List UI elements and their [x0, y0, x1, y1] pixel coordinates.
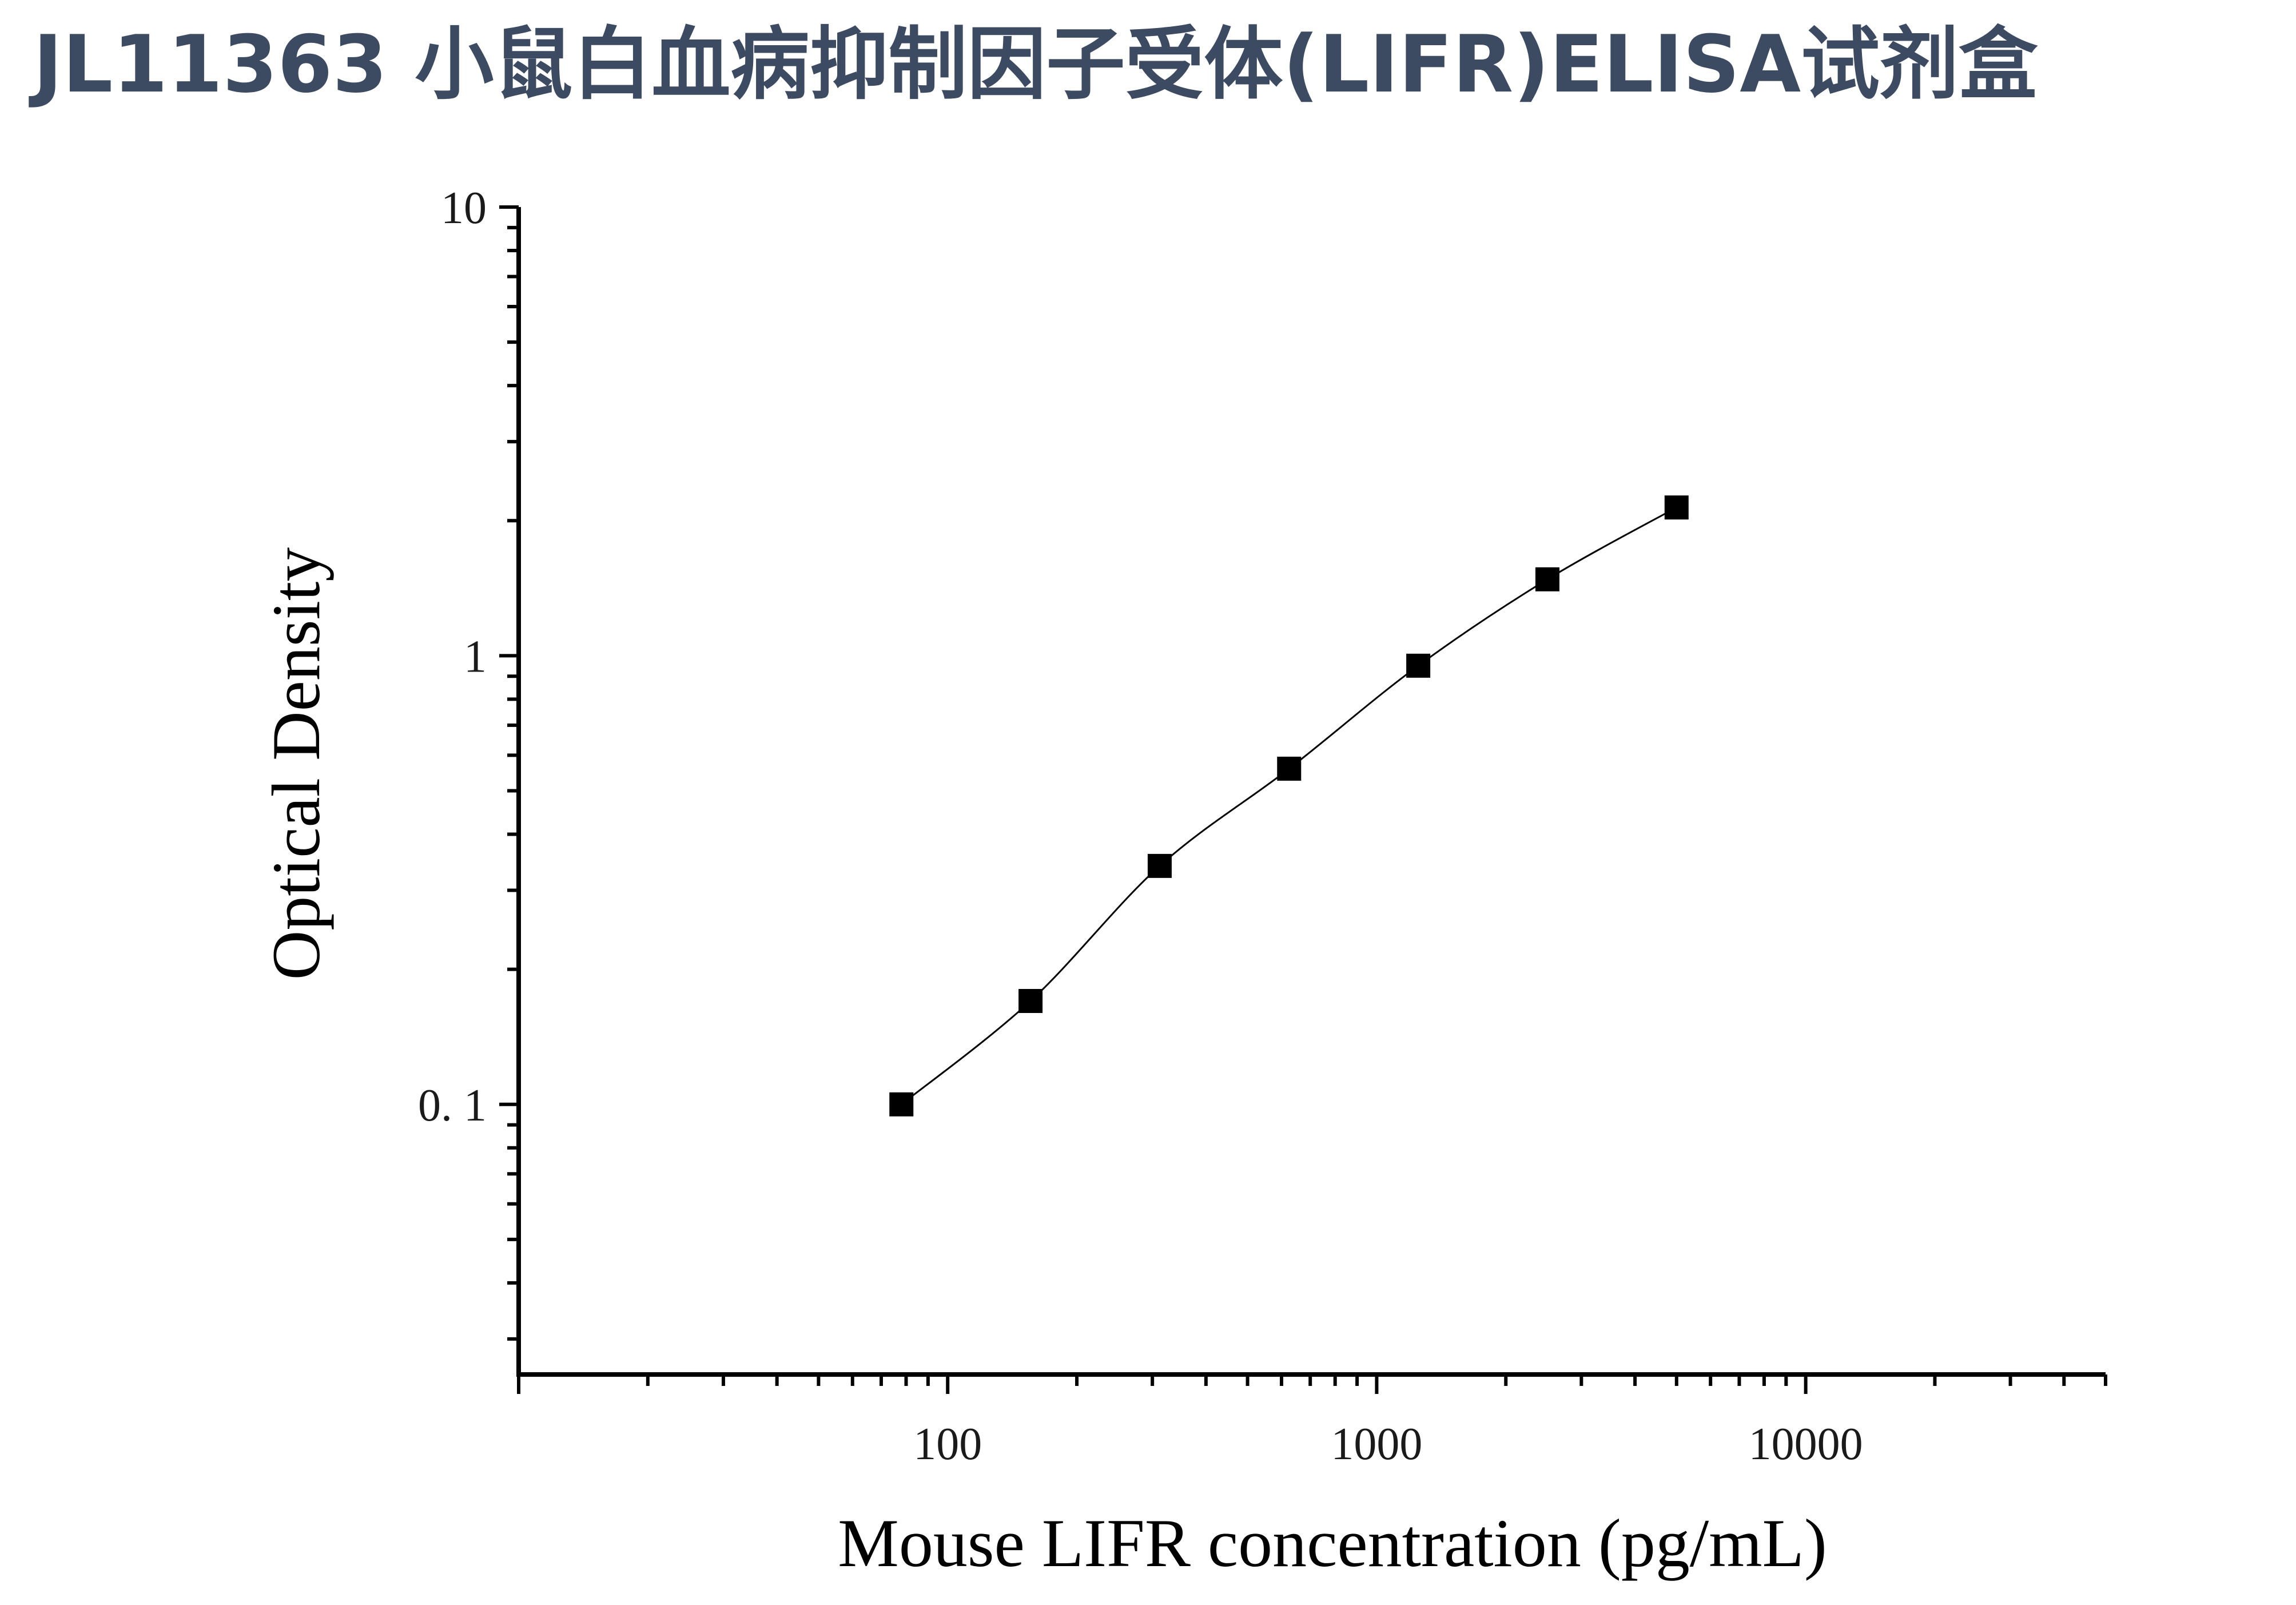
- data-point: [1664, 495, 1689, 520]
- y-tick-label: 0. 1: [418, 1080, 487, 1131]
- x-tick-label: 100: [913, 1419, 982, 1469]
- y-axis-ticks: 0. 1 1 10: [418, 183, 519, 1341]
- data-point: [1535, 567, 1559, 591]
- data-point: [1406, 653, 1431, 678]
- x-tick-label: 1000: [1331, 1419, 1422, 1469]
- data-points-layer: [889, 495, 1689, 1117]
- x-axis-title: Mouse LIFR concentration (pg/mL): [838, 1505, 1827, 1581]
- x-tick-label: 10000: [1749, 1419, 1863, 1469]
- fitted-curve: [901, 506, 1677, 1105]
- page-title: JL11363 小鼠白血病抑制因子受体(LIFR)ELISA试剂盒: [33, 18, 2038, 110]
- y-tick-label: 1: [464, 631, 487, 682]
- data-point: [1147, 853, 1172, 878]
- x-axis-ticks: 100 1000 10000: [517, 1374, 2107, 1469]
- data-point: [1277, 756, 1302, 781]
- y-axis-title: Optical Density: [258, 547, 334, 980]
- fitted-curve-layer: [901, 506, 1677, 1105]
- y-tick-label: 10: [441, 183, 487, 233]
- data-point: [1018, 988, 1043, 1013]
- data-point: [889, 1092, 914, 1117]
- chart-axes: [516, 207, 2106, 1377]
